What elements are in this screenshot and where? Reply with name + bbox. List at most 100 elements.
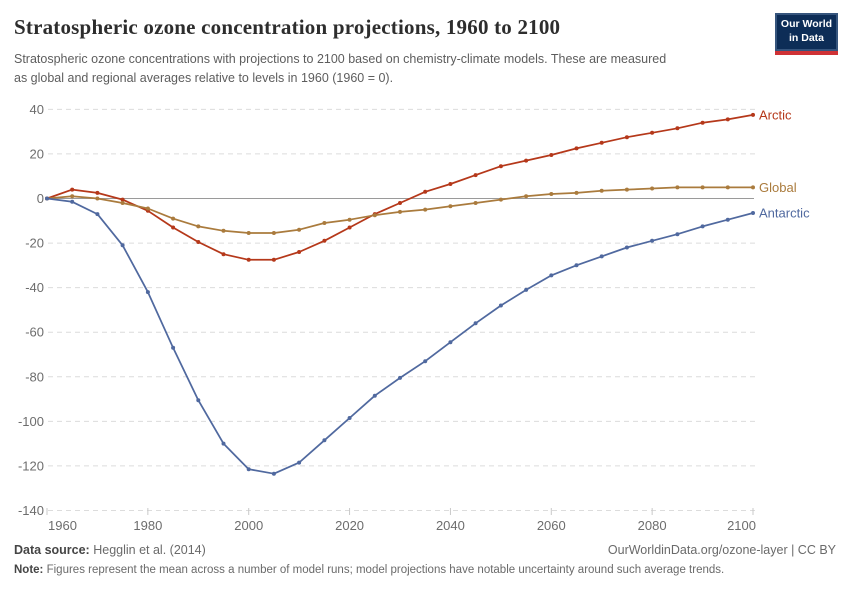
data-point-arctic bbox=[448, 182, 453, 186]
x-axis-tick-label: 2100 bbox=[727, 518, 756, 533]
data-point-global bbox=[271, 231, 276, 235]
data-point-antarctic bbox=[398, 375, 402, 380]
data-point-antarctic bbox=[448, 340, 453, 345]
y-axis-tick-label: -20 bbox=[25, 236, 44, 251]
data-point-arctic bbox=[70, 187, 75, 192]
data-point-antarctic bbox=[171, 345, 176, 350]
data-point-global bbox=[196, 224, 201, 229]
data-point-global bbox=[574, 190, 579, 195]
data-point-antarctic bbox=[624, 245, 629, 250]
x-axis-tick-label: 2020 bbox=[335, 518, 364, 533]
data-point-global bbox=[297, 227, 302, 232]
data-point-global bbox=[423, 207, 428, 212]
y-axis-tick-label: -140 bbox=[18, 503, 44, 518]
data-point-global bbox=[700, 185, 705, 190]
data-point-arctic bbox=[297, 250, 302, 254]
data-point-arctic bbox=[700, 120, 705, 125]
data-source-label: Data source: bbox=[14, 543, 90, 557]
x-axis-tick-label: 1960 bbox=[48, 518, 77, 533]
y-axis-tick-label: -40 bbox=[25, 280, 44, 295]
data-point-antarctic bbox=[498, 303, 503, 308]
chart-footer: Data source: Hegglin et al. (2014) OurWo… bbox=[14, 543, 836, 576]
series-line-antarctic[interactable] bbox=[46, 197, 754, 475]
data-point-antarctic bbox=[120, 243, 125, 248]
data-point-global bbox=[246, 231, 251, 235]
data-point-global bbox=[751, 185, 755, 190]
data-point-arctic bbox=[473, 173, 478, 178]
data-point-arctic bbox=[725, 117, 730, 122]
data-source-value: Hegglin et al. (2014) bbox=[93, 543, 206, 557]
data-point-global bbox=[70, 194, 75, 199]
x-axis-tick-label: 2000 bbox=[234, 518, 263, 533]
data-point-arctic bbox=[120, 197, 125, 202]
data-point-antarctic bbox=[725, 217, 730, 222]
data-point-antarctic bbox=[675, 232, 680, 237]
series-line-arctic[interactable] bbox=[46, 114, 754, 261]
data-point-arctic bbox=[423, 189, 428, 194]
data-point-antarctic bbox=[271, 471, 276, 476]
data-point-antarctic bbox=[473, 321, 478, 326]
data-point-global bbox=[725, 185, 730, 190]
note-text: Figures represent the mean across a numb… bbox=[46, 564, 725, 576]
series-label-antarctic[interactable]: Antarctic bbox=[759, 205, 810, 220]
data-point-arctic bbox=[599, 140, 604, 145]
data-point-global bbox=[398, 209, 402, 214]
data-point-global bbox=[95, 196, 100, 201]
data-point-antarctic bbox=[145, 290, 150, 295]
page-title: Stratospheric ozone concentration projec… bbox=[14, 15, 561, 39]
data-point-antarctic bbox=[524, 287, 529, 292]
y-axis-tick-label: -120 bbox=[18, 458, 44, 473]
series-label-global[interactable]: Global bbox=[759, 180, 797, 195]
data-point-arctic bbox=[171, 225, 176, 230]
owid-logo-line2: in Data bbox=[788, 32, 824, 44]
data-point-global bbox=[145, 206, 150, 211]
data-point-global bbox=[498, 197, 503, 202]
footer-source-row: Data source: Hegglin et al. (2014) OurWo… bbox=[14, 543, 836, 557]
data-point-arctic bbox=[271, 257, 276, 262]
series-label-arctic[interactable]: Arctic bbox=[759, 107, 792, 122]
data-point-antarctic bbox=[70, 199, 75, 204]
data-point-antarctic bbox=[599, 254, 604, 259]
x-axis-tick-label: 2040 bbox=[436, 518, 465, 533]
x-axis-tick-label: 2080 bbox=[638, 518, 667, 533]
data-point-antarctic bbox=[297, 460, 302, 465]
y-axis-tick-label: 40 bbox=[30, 102, 44, 117]
data-point-arctic bbox=[549, 153, 554, 157]
footer-link[interactable]: OurWorldinData.org/ozone-layer | CC BY bbox=[607, 543, 836, 557]
data-point-global bbox=[650, 186, 655, 191]
data-point-global bbox=[524, 194, 529, 199]
data-point-global bbox=[473, 201, 478, 205]
data-point-antarctic bbox=[574, 263, 579, 268]
data-point-arctic bbox=[196, 240, 201, 244]
data-point-arctic bbox=[246, 257, 251, 262]
data-point-global bbox=[221, 228, 226, 233]
data-point-arctic bbox=[347, 225, 352, 230]
owid-logo-line1: Our World bbox=[780, 18, 833, 31]
y-axis-tick-label: -80 bbox=[25, 369, 44, 384]
data-point-global bbox=[549, 192, 554, 196]
data-point-arctic bbox=[95, 190, 100, 195]
data-source: Data source: Hegglin et al. (2014) bbox=[14, 543, 206, 557]
data-point-antarctic bbox=[221, 441, 226, 446]
data-point-antarctic bbox=[196, 398, 201, 403]
data-point-arctic bbox=[398, 201, 402, 205]
data-point-antarctic bbox=[423, 359, 428, 364]
data-point-arctic bbox=[675, 126, 680, 131]
data-point-arctic bbox=[624, 135, 629, 140]
y-axis-tick-label: 20 bbox=[30, 146, 44, 161]
y-axis-tick-label: -60 bbox=[25, 325, 44, 340]
data-point-global bbox=[171, 216, 176, 221]
data-point-antarctic bbox=[372, 393, 377, 398]
owid-logo[interactable]: Our World in Data bbox=[775, 13, 838, 55]
data-point-global bbox=[347, 217, 352, 222]
data-point-global bbox=[599, 188, 604, 193]
y-axis-tick-label: 0 bbox=[37, 191, 44, 206]
data-point-antarctic bbox=[549, 273, 554, 278]
x-axis-tick-label: 2060 bbox=[537, 518, 566, 533]
data-point-antarctic bbox=[322, 438, 327, 443]
data-point-antarctic bbox=[246, 467, 251, 472]
data-point-arctic bbox=[322, 238, 327, 243]
data-point-arctic bbox=[221, 252, 226, 257]
